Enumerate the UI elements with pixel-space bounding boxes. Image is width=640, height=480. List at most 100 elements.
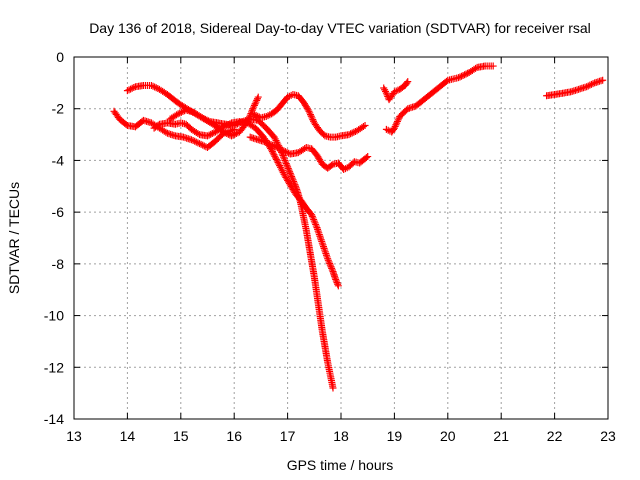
data-point [267, 141, 275, 149]
data-point [288, 174, 296, 182]
data-point [281, 148, 289, 156]
data-point [154, 121, 162, 129]
data-point [359, 123, 367, 131]
data-point [304, 106, 312, 114]
data-point [308, 212, 316, 220]
data-point [149, 82, 157, 90]
y-tick-label: -2 [52, 101, 65, 117]
data-point [305, 107, 313, 115]
data-point [312, 220, 320, 228]
data-point [287, 171, 295, 179]
data-point [390, 124, 398, 132]
y-tick-label: -4 [52, 152, 65, 168]
data-point [280, 153, 288, 161]
data-point [347, 130, 355, 138]
data-point [461, 71, 469, 79]
data-point [324, 256, 332, 264]
data-point [345, 131, 353, 139]
data-point [235, 119, 243, 127]
data-point [403, 79, 411, 87]
y-tick-label: -10 [44, 308, 64, 324]
data-point [264, 139, 272, 147]
data-point [327, 263, 335, 271]
data-point [125, 86, 133, 94]
data-point [283, 148, 291, 156]
y-tick-label: -6 [52, 204, 65, 220]
data-point [179, 108, 187, 116]
data-point [272, 143, 280, 151]
data-point [442, 77, 450, 85]
data-point [221, 129, 229, 137]
data-point [268, 148, 276, 156]
data-point [286, 168, 294, 176]
data-point [122, 120, 130, 128]
data-point [279, 152, 287, 160]
data-point [328, 161, 336, 169]
series-track-5 [249, 90, 369, 141]
data-point [334, 282, 342, 290]
data-point [269, 141, 277, 149]
data-point [237, 118, 245, 126]
data-point [189, 137, 197, 145]
data-point [254, 93, 262, 101]
data-point [252, 98, 260, 106]
data-point [207, 130, 215, 138]
data-point [200, 115, 208, 123]
data-point [332, 277, 340, 285]
data-point [174, 110, 182, 118]
data-point [262, 138, 270, 146]
data-point [288, 173, 296, 181]
series-track-9 [543, 76, 607, 100]
data-point [152, 84, 160, 92]
data-point [489, 62, 497, 70]
data-point [232, 121, 240, 129]
data-point [194, 139, 202, 147]
data-point [265, 140, 273, 148]
data-point [270, 151, 278, 159]
data-point [191, 137, 199, 145]
data-point [334, 280, 342, 288]
x-tick-label: 22 [547, 428, 563, 444]
grid [74, 57, 608, 419]
data-point [197, 140, 205, 148]
data-point [311, 219, 319, 227]
data-point [308, 211, 316, 219]
data-point [584, 82, 592, 90]
data-point [309, 214, 317, 222]
data-point [390, 125, 398, 133]
data-point [277, 145, 285, 153]
data-point [187, 136, 195, 144]
series-track-8 [382, 62, 497, 136]
data-point [273, 144, 281, 152]
series-track-6 [246, 133, 372, 173]
data-point [203, 116, 211, 124]
y-tick-label: -12 [44, 359, 64, 375]
data-point [382, 87, 389, 95]
data-point [285, 166, 293, 174]
data-point [333, 279, 341, 287]
data-point [472, 64, 480, 72]
data-point [229, 131, 237, 139]
data-point [230, 122, 238, 130]
data-point [393, 117, 401, 125]
data-point [248, 106, 256, 114]
x-axis-label: GPS time / hours [287, 457, 394, 473]
data-point [281, 156, 289, 164]
y-tick-label: -8 [52, 256, 65, 272]
data-point [223, 130, 231, 138]
data-point [326, 261, 334, 269]
data-point [199, 141, 207, 149]
data-point [282, 158, 290, 166]
data-point [233, 120, 241, 128]
data-point [283, 161, 291, 169]
data-point [291, 181, 299, 189]
data-point [272, 154, 280, 162]
data-point [307, 112, 315, 120]
data-point [195, 140, 203, 148]
data-point [361, 122, 369, 130]
data-point [252, 111, 260, 119]
data-point [278, 146, 286, 154]
data-point [404, 78, 412, 86]
x-tick-label: 16 [226, 428, 242, 444]
data-point [382, 89, 390, 97]
